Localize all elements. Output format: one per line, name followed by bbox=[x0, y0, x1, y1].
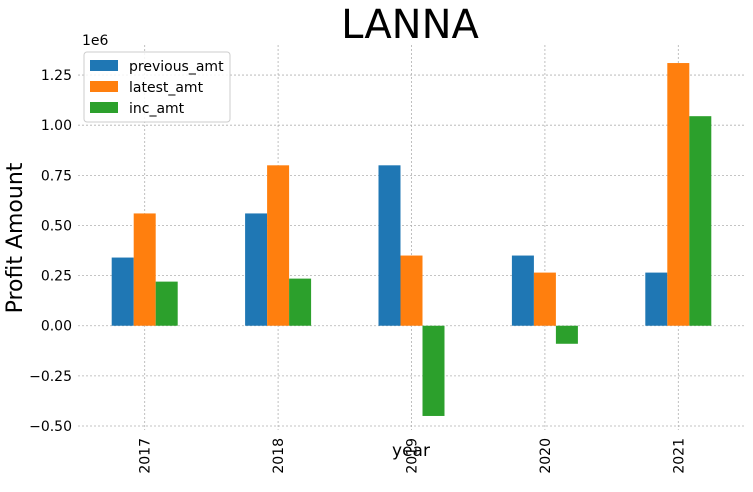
legend-label-inc_amt: inc_amt bbox=[129, 101, 185, 117]
y-ticks: −0.50 −0.25 0.00 0.25 0.50 0.75 1.00 1.25 bbox=[29, 68, 72, 435]
bar-latest_amt-2018 bbox=[267, 165, 290, 326]
y-tick-label: −0.25 bbox=[29, 369, 72, 385]
y-tick-label: 0.75 bbox=[41, 168, 72, 184]
bar-inc_amt-2019 bbox=[422, 325, 445, 416]
legend-label-previous_amt: previous_amt bbox=[129, 59, 224, 75]
y-axis-label: Profit Amount bbox=[3, 162, 28, 313]
bar-previous_amt-2019 bbox=[378, 165, 401, 326]
x-axis-label: year bbox=[392, 441, 430, 461]
x-tick-label: 2018 bbox=[271, 438, 287, 474]
bar-previous_amt-2017 bbox=[111, 257, 134, 326]
bar-previous_amt-2021 bbox=[645, 272, 668, 326]
x-ticks: 2017 2018 2019 2020 2021 bbox=[138, 438, 688, 474]
y-tick-label: 1.25 bbox=[41, 68, 72, 84]
legend-swatch-inc_amt bbox=[90, 102, 118, 113]
legend-swatch-latest_amt bbox=[90, 81, 118, 92]
y-tick-label: 0.50 bbox=[41, 218, 72, 234]
legend-swatch-previous_amt bbox=[90, 60, 118, 71]
bar-inc_amt-2018 bbox=[289, 278, 312, 326]
bar-previous_amt-2020 bbox=[511, 255, 534, 326]
chart-title: LANNA bbox=[341, 2, 479, 48]
y-tick-label: 0.25 bbox=[41, 269, 72, 285]
bar-inc_amt-2017 bbox=[155, 281, 178, 326]
y-tick-label: −0.50 bbox=[29, 419, 72, 435]
bar-latest_amt-2019 bbox=[400, 255, 423, 326]
bar-inc_amt-2020 bbox=[555, 325, 578, 344]
bar-inc_amt-2021 bbox=[689, 116, 712, 326]
legend-label-latest_amt: latest_amt bbox=[129, 80, 204, 96]
x-tick-label: 2021 bbox=[671, 438, 687, 474]
x-tick-label: 2020 bbox=[538, 438, 554, 474]
y-tick-label: 0.00 bbox=[41, 319, 72, 335]
legend-box bbox=[83, 51, 231, 123]
x-tick-label: 2017 bbox=[138, 438, 154, 474]
bar-previous_amt-2018 bbox=[245, 213, 268, 326]
bar-latest_amt-2017 bbox=[133, 213, 156, 326]
bar-latest_amt-2020 bbox=[533, 272, 556, 326]
x-tick-label: 2019 bbox=[405, 438, 421, 474]
bars-layer bbox=[111, 63, 712, 416]
bar-latest_amt-2021 bbox=[667, 63, 690, 326]
y-tick-label: 1.00 bbox=[41, 118, 72, 134]
legend: previous_amt latest_amt inc_amt bbox=[83, 51, 231, 123]
y-multiplier-label: 1e6 bbox=[82, 33, 109, 49]
